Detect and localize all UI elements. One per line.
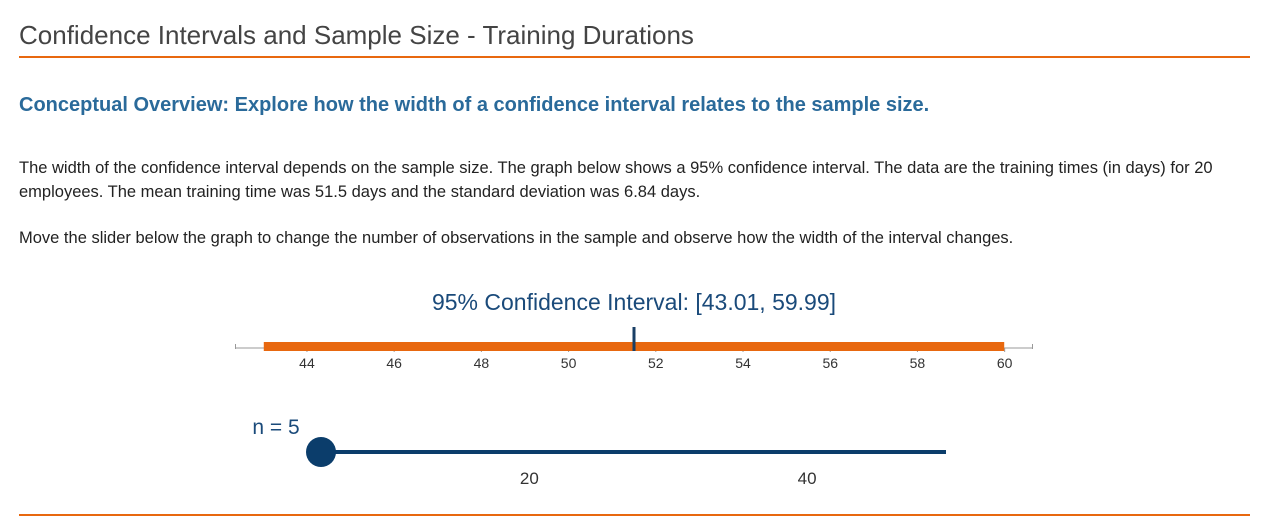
x-tick-label: 46 xyxy=(386,355,402,371)
x-tick-label: 52 xyxy=(648,355,664,371)
page-title: Confidence Intervals and Sample Size - T… xyxy=(19,20,694,50)
x-tick-label: 54 xyxy=(735,355,751,371)
x-tick-label: 58 xyxy=(910,355,926,371)
paragraph: The width of the confidence interval dep… xyxy=(19,159,1213,201)
x-tick-label: 60 xyxy=(997,355,1013,371)
slider-tick-label: 40 xyxy=(798,469,817,488)
mean-marker xyxy=(632,327,636,351)
paragraph: Move the slider below the graph to chang… xyxy=(19,229,1014,247)
x-tick-label: 50 xyxy=(561,355,577,371)
overview-heading: Conceptual Overview: Explore how the wid… xyxy=(19,94,930,116)
slider-handle[interactable] xyxy=(306,437,336,467)
x-tick-label: 44 xyxy=(299,355,315,371)
x-tick-label: 48 xyxy=(474,355,490,371)
chart-title: 95% Confidence Interval: [43.01, 59.99] xyxy=(432,289,836,315)
x-tick-label: 56 xyxy=(822,355,838,371)
slider-tick-label: 20 xyxy=(520,469,539,488)
slider-label: n = 5 xyxy=(252,416,299,439)
